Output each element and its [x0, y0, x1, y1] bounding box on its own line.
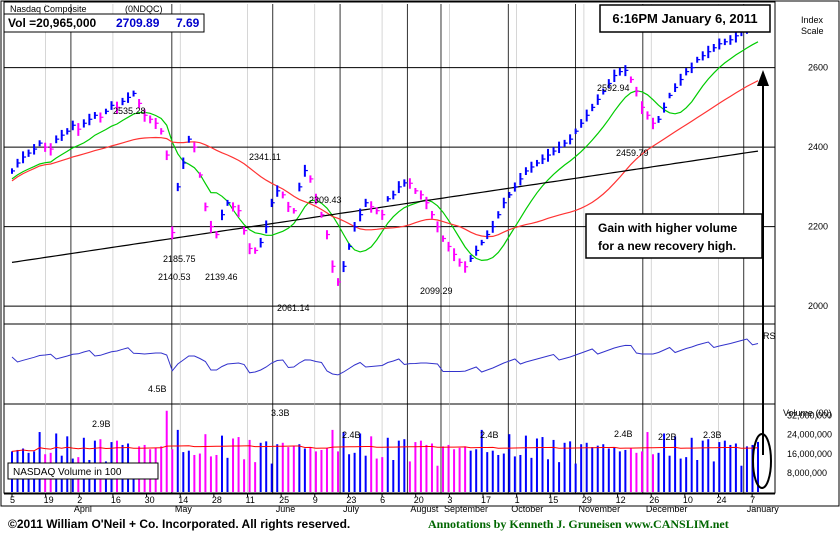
index-name: Nasdaq Composite [10, 4, 87, 14]
price-label-0: 2535.28 [113, 106, 146, 116]
price-label-3: 2139.46 [205, 272, 238, 282]
price-tick-2200: 2200 [808, 222, 828, 232]
price-bars [11, 19, 761, 286]
price-tick-2000: 2000 [808, 301, 828, 311]
month-label-8: December [646, 504, 688, 514]
month-label-4: August [410, 504, 439, 514]
volume-box-label: NASDAQ Volume in 100 [13, 467, 122, 478]
x-tick-20: 10 [683, 495, 693, 505]
x-tick-6: 28 [212, 495, 222, 505]
volume-tick-3: 8,000,000 [787, 468, 827, 478]
price-label-9: 2459.79 [616, 148, 649, 158]
price-tick-2600: 2600 [808, 63, 828, 73]
volume-tick-1: 24,000,000 [787, 430, 832, 440]
x-tick-11: 6 [380, 495, 385, 505]
month-label-6: October [511, 504, 543, 514]
vol-label: Vol =20,965,000 [8, 16, 97, 30]
x-tick-2: 2 [77, 495, 82, 505]
volume-label-1: 4.5B [148, 384, 167, 394]
x-tick-18: 12 [616, 495, 626, 505]
volume-tick-2: 16,000,000 [787, 449, 832, 459]
price-labels: 2535.28 2185.75 2140.53 2139.46 2061.14 2341.… [113, 83, 649, 313]
annotations-credit: Annotations by Kenneth J. Gruneisen www.… [428, 517, 729, 531]
annotation-box [585, 213, 763, 259]
annotation-arrowhead [757, 70, 769, 86]
price-label-1: 2185.75 [163, 254, 196, 264]
x-tick-0: 5 [10, 495, 15, 505]
x-tick-5: 14 [178, 495, 188, 505]
x-tick-13: 3 [447, 495, 452, 505]
x-tick-21: 24 [716, 495, 726, 505]
x-tick-16: 15 [548, 495, 558, 505]
price-label-7: 2099.29 [420, 286, 453, 296]
copyright: ©2011 William O'Neil + Co. Incorporated.… [8, 517, 350, 531]
ma-50-line [11, 80, 759, 238]
month-label-5: September [444, 504, 488, 514]
x-tick-14: 17 [481, 495, 491, 505]
volume-label-7: 2.3B [703, 430, 722, 440]
rs-line [11, 338, 759, 376]
volume-label-4: 2.4B [480, 430, 499, 440]
x-tick-19: 26 [649, 495, 659, 505]
x-axis: 5 19 2 16 30 14 28 11 25 9 23 6 20 3 17 1 15 29 12 26 10 24 7 A… [4, 493, 779, 514]
price-label-2: 2140.53 [158, 272, 191, 282]
last-price: 2709.89 [116, 16, 160, 30]
price-axis: 2000 2200 2400 2600 [808, 63, 828, 312]
month-label-2: June [276, 504, 296, 514]
volume-average-line [11, 445, 759, 452]
volume-label-6: 2.2B [658, 432, 677, 442]
volume-label-0: 2.9B [92, 419, 111, 429]
x-tick-1: 19 [44, 495, 54, 505]
timestamp: 6:16PM January 6, 2011 [612, 11, 757, 26]
volume-panel [3, 403, 776, 494]
x-tick-15: 1 [515, 495, 520, 505]
x-tick-12: 20 [414, 495, 424, 505]
ma-10-line [11, 41, 759, 262]
timestamp-box [599, 4, 771, 33]
index-symbol: (0NDQC) [125, 4, 163, 14]
price-tick-2400: 2400 [808, 142, 828, 152]
volume-axis: 32,000,000 24,000,000 16,000,000 8,000,000 [787, 411, 832, 478]
volume-labels: 2.9B 4.5B 3.3B 2.4B 2.4B 2.4B 2.2B 2.3B [92, 384, 722, 442]
month-label-3: July [343, 504, 360, 514]
month-label-7: November [579, 504, 621, 514]
x-tick-8: 25 [279, 495, 289, 505]
price-label-8: 2592.94 [597, 83, 630, 93]
volume-circle [752, 433, 772, 489]
vol-box [3, 13, 205, 33]
price-label-6: 2309.43 [309, 195, 342, 205]
change-value: 7.69 [176, 16, 200, 30]
moving-averages [11, 41, 759, 263]
rs-series-line [11, 338, 759, 376]
volume-tick-0: 32,000,000 [787, 411, 832, 421]
price-label-4: 2061.14 [277, 303, 310, 313]
price-label-5: 2341.11 [249, 152, 281, 162]
volume-label-2: 3.3B [271, 408, 290, 418]
x-tick-9: 9 [313, 495, 318, 505]
annotation-line1: Gain with higher volume [598, 221, 738, 235]
volume-label-3: 2.4B [342, 430, 361, 440]
scale-label-scale: Scale [801, 26, 824, 36]
volume-scale-label: Volume (00) [783, 408, 832, 418]
month-label-9: January [747, 504, 780, 514]
volume-label-5: 2.4B [614, 429, 633, 439]
x-tick-22: 7 [750, 495, 755, 505]
x-tick-3: 16 [111, 495, 121, 505]
rs-label: RS [763, 331, 776, 341]
volume-box [7, 462, 159, 480]
annotation-line2: for a new recovery high. [598, 239, 736, 253]
x-tick-17: 29 [582, 495, 592, 505]
x-tick-10: 23 [346, 495, 356, 505]
month-label-0: April [74, 504, 92, 514]
x-tick-4: 30 [145, 495, 155, 505]
month-label-1: May [175, 504, 193, 514]
x-tick-7: 11 [245, 495, 254, 505]
ma-200-line [11, 150, 759, 263]
scale-label-index: Index [801, 15, 824, 25]
